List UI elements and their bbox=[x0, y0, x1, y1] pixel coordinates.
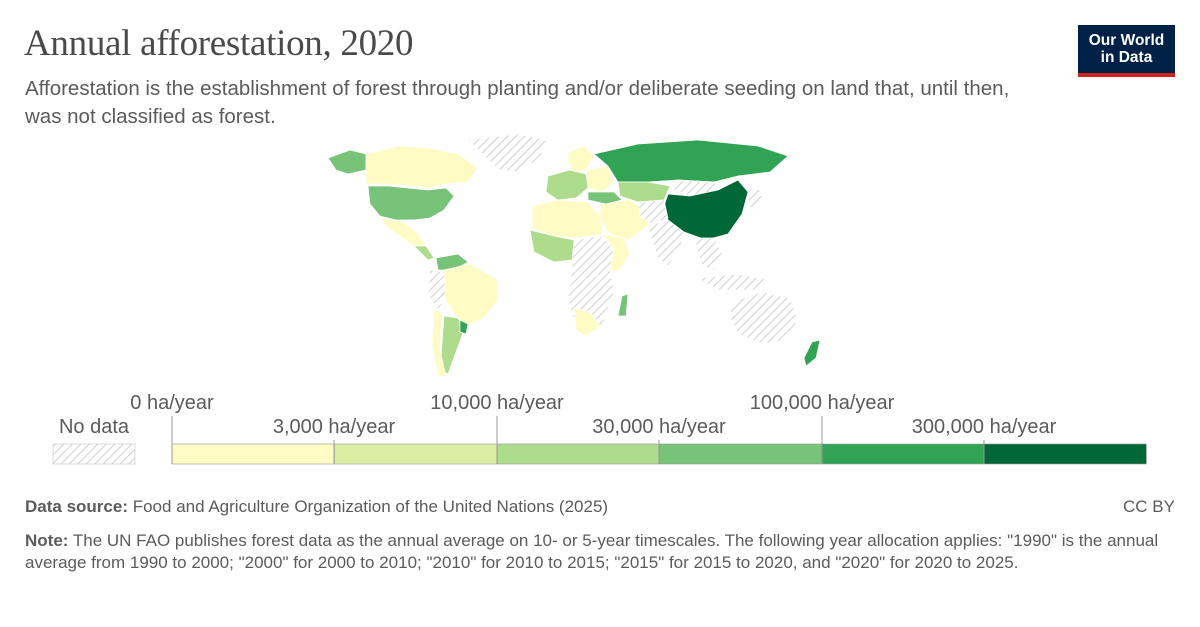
logo-line-1: Our World bbox=[1088, 32, 1165, 49]
world-map bbox=[327, 133, 821, 377]
region-indonesia[interactable] bbox=[697, 273, 771, 291]
data-source: Data source: Food and Agriculture Organi… bbox=[25, 497, 608, 517]
legend-label-10000: 10,000 ha/year bbox=[430, 392, 564, 414]
legend-bin-4[interactable] bbox=[821, 443, 985, 465]
region-argentina[interactable] bbox=[439, 315, 465, 375]
region-andes[interactable] bbox=[427, 269, 449, 311]
source-label: Data source: bbox=[25, 497, 128, 516]
region-madagascar[interactable] bbox=[617, 293, 629, 317]
chart-title: Annual afforestation, 2020 bbox=[24, 23, 414, 64]
region-new-zealand[interactable] bbox=[803, 339, 821, 367]
license-link[interactable]: CC BY bbox=[1123, 497, 1175, 516]
region-south-africa[interactable] bbox=[573, 307, 601, 337]
legend-bin-3[interactable] bbox=[658, 443, 822, 465]
region-india[interactable] bbox=[647, 219, 685, 267]
region-middle-east[interactable] bbox=[599, 199, 649, 241]
chart-subtitle: Afforestation is the establishment of fo… bbox=[25, 77, 1010, 128]
note-text: The UN FAO publishes forest data as the … bbox=[25, 531, 1159, 572]
region-turkey[interactable] bbox=[587, 191, 623, 205]
region-kazakhstan[interactable] bbox=[617, 181, 671, 203]
source-text[interactable]: Food and Agriculture Organization of the… bbox=[132, 497, 609, 516]
region-australia[interactable] bbox=[729, 291, 799, 345]
region-greenland[interactable] bbox=[467, 133, 547, 173]
logo-line-2: in Data bbox=[1100, 49, 1153, 66]
legend-bin-2[interactable] bbox=[496, 443, 660, 465]
legend-no-data-label: No data bbox=[59, 416, 130, 438]
region-brazil[interactable] bbox=[443, 263, 499, 327]
legend-bin-0[interactable] bbox=[171, 443, 335, 465]
legend-label-30000: 30,000 ha/year bbox=[592, 416, 726, 438]
legend-arrow bbox=[1136, 444, 1146, 464]
region-scandinavia[interactable] bbox=[567, 145, 595, 173]
owid-logo[interactable]: Our World in Data bbox=[1078, 25, 1175, 77]
color-legend: No data 0 ha/year 10,000 ha/year 100,000… bbox=[52, 392, 1147, 465]
region-alaska[interactable] bbox=[327, 149, 367, 175]
region-southeast-asia[interactable] bbox=[693, 237, 723, 271]
legend-label-100000: 100,000 ha/year bbox=[750, 392, 895, 414]
region-mexico[interactable] bbox=[379, 217, 427, 247]
region-western-europe[interactable] bbox=[545, 169, 589, 201]
region-chile[interactable] bbox=[431, 309, 447, 377]
region-canada[interactable] bbox=[365, 145, 479, 189]
region-central-asia[interactable] bbox=[637, 199, 669, 225]
region-west-africa[interactable] bbox=[529, 229, 575, 263]
legend-label-300000: 300,000 ha/year bbox=[912, 416, 1057, 438]
legend-label-0: 0 ha/year bbox=[130, 392, 214, 414]
region-usa[interactable] bbox=[367, 185, 455, 221]
legend-bin-5[interactable] bbox=[983, 443, 1147, 465]
note-label: Note: bbox=[25, 531, 69, 550]
chart-note: Note: The UN FAO publishes forest data a… bbox=[25, 530, 1175, 574]
region-east-africa[interactable] bbox=[601, 233, 631, 273]
region-russia[interactable] bbox=[593, 139, 789, 183]
legend-label-3000: 3,000 ha/year bbox=[273, 416, 396, 438]
region-central-america[interactable] bbox=[413, 245, 435, 261]
legend-bin-1[interactable] bbox=[334, 443, 498, 465]
legend-no-data-swatch bbox=[52, 443, 136, 465]
region-eastern-europe[interactable] bbox=[585, 165, 615, 193]
region-uruguay[interactable] bbox=[459, 319, 469, 335]
region-north-africa[interactable] bbox=[531, 199, 603, 239]
region-japan[interactable] bbox=[747, 185, 765, 213]
